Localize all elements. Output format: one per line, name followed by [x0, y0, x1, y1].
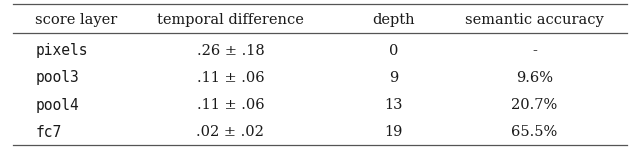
Text: 9.6%: 9.6%: [516, 71, 553, 85]
Text: .02 ± .02: .02 ± .02: [196, 125, 264, 139]
Text: pool4: pool4: [35, 98, 79, 113]
Text: pool3: pool3: [35, 70, 79, 85]
Text: score layer: score layer: [35, 13, 118, 27]
Text: 13: 13: [385, 98, 403, 112]
Text: 65.5%: 65.5%: [511, 125, 557, 139]
Text: pixels: pixels: [35, 43, 88, 58]
Text: .26 ± .18: .26 ± .18: [196, 44, 264, 58]
Text: .11 ± .06: .11 ± .06: [196, 71, 264, 85]
Text: 9: 9: [389, 71, 398, 85]
Text: 19: 19: [385, 125, 403, 139]
Text: fc7: fc7: [35, 125, 61, 140]
Text: temporal difference: temporal difference: [157, 13, 304, 27]
Text: 0: 0: [389, 44, 398, 58]
Text: 20.7%: 20.7%: [511, 98, 557, 112]
Text: -: -: [532, 44, 537, 58]
Text: .11 ± .06: .11 ± .06: [196, 98, 264, 112]
Text: semantic accuracy: semantic accuracy: [465, 13, 604, 27]
Text: depth: depth: [372, 13, 415, 27]
